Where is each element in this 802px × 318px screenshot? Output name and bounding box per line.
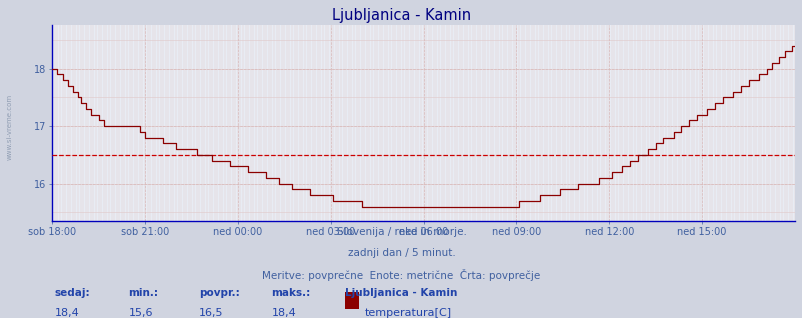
Text: 18,4: 18,4 — [55, 308, 79, 318]
Text: temperatura[C]: temperatura[C] — [364, 308, 451, 318]
Text: zadnji dan / 5 minut.: zadnji dan / 5 minut. — [347, 248, 455, 258]
Text: sedaj:: sedaj: — [55, 288, 90, 298]
Text: Slovenija / reke in morje.: Slovenija / reke in morje. — [336, 227, 466, 237]
Text: Ljubljanica - Kamin: Ljubljanica - Kamin — [331, 8, 471, 23]
Text: www.si-vreme.com: www.si-vreme.com — [6, 94, 13, 160]
Text: min.:: min.: — [128, 288, 158, 298]
Text: povpr.:: povpr.: — [199, 288, 240, 298]
Text: 15,6: 15,6 — [128, 308, 153, 318]
Text: Ljubljanica - Kamin: Ljubljanica - Kamin — [345, 288, 457, 298]
Text: maks.:: maks.: — [271, 288, 310, 298]
Text: Meritve: povprečne  Enote: metrične  Črta: povprečje: Meritve: povprečne Enote: metrične Črta:… — [262, 269, 540, 281]
Text: 16,5: 16,5 — [199, 308, 224, 318]
Text: 18,4: 18,4 — [271, 308, 296, 318]
